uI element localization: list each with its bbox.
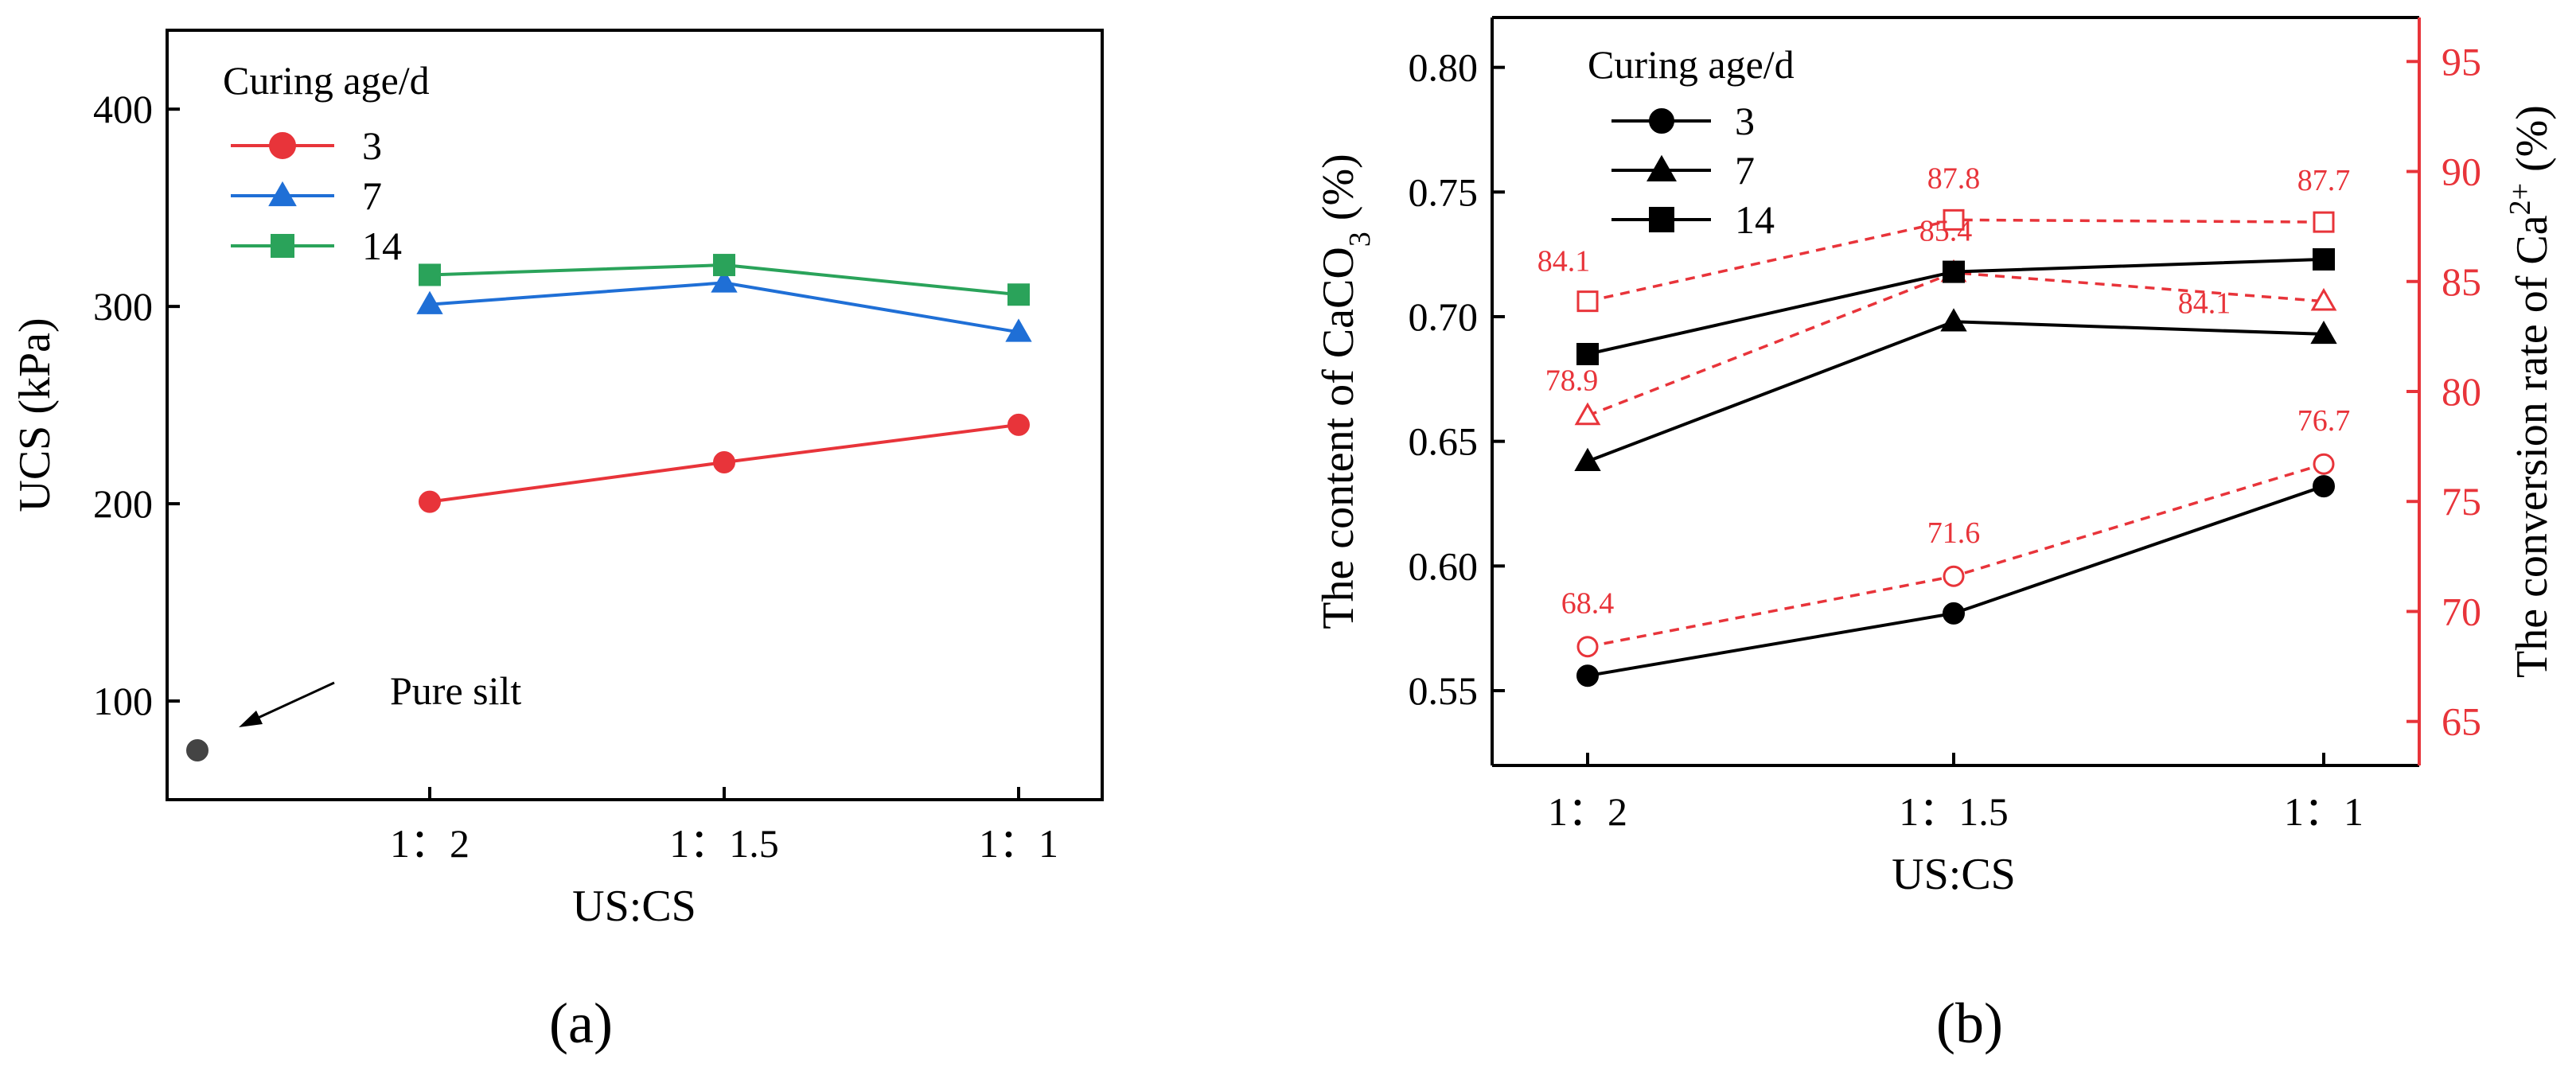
y2-axis-label: The conversion rate of Ca2+ (%) xyxy=(2504,105,2557,678)
y-tick-label: 200 xyxy=(93,481,153,526)
y-tick-label: 0.70 xyxy=(1409,294,1479,339)
data-point-7 xyxy=(1005,318,1032,342)
x-axis-label: US:CS xyxy=(1892,850,2016,899)
conversion-data-label: 78.9 xyxy=(1545,364,1599,397)
data-point-3 xyxy=(1576,664,1599,687)
conversion-data-label: 85.4 xyxy=(1919,215,1973,248)
conversion-point xyxy=(1576,290,1599,313)
conversion-point xyxy=(1943,208,1965,231)
y2-tick-label: 65 xyxy=(2442,699,2481,744)
x-axis-label: US:CS xyxy=(572,882,696,931)
legend-label-7: 7 xyxy=(1735,148,1755,193)
conversion-data-label: 71.6 xyxy=(1927,516,1981,550)
data-point-3 xyxy=(1943,602,1965,625)
legend-marker-14 xyxy=(1649,207,1674,232)
y2-tick-label: 80 xyxy=(2442,369,2481,414)
legend-label-3: 3 xyxy=(1735,99,1755,143)
legend-marker-3 xyxy=(1649,108,1674,134)
data-point-7 xyxy=(1940,308,1967,332)
x-tick-label: 1：1 xyxy=(2284,789,2364,834)
x-tick-label: 1：1.5 xyxy=(1899,789,2009,834)
legend-title: Curing age/d xyxy=(1588,42,1795,87)
x-tick-label: 1：2 xyxy=(1548,789,1627,834)
panel-a: 100 200 300 400 1：2 1：1.5 1：1 US:CS UCS (kPa) Pur… xyxy=(10,29,1104,931)
data-point-14 xyxy=(1943,260,1965,283)
y2-tick-label: 85 xyxy=(2442,259,2481,304)
panel-b-label: (b) xyxy=(1936,991,2003,1055)
data-point-7 xyxy=(416,290,443,314)
plot-frame xyxy=(166,29,1104,801)
data-point-14 xyxy=(419,263,441,286)
y-tick-label: 0.80 xyxy=(1409,45,1479,90)
pure-silt-arrowhead xyxy=(239,711,263,727)
data-point-3 xyxy=(713,451,735,474)
y-tick-label: 0.55 xyxy=(1409,668,1479,713)
data-point-7 xyxy=(711,269,738,293)
conversion-point xyxy=(1943,565,1965,587)
legend-label-3: 3 xyxy=(362,123,382,168)
conversion-data-label: 68.4 xyxy=(1561,587,1615,621)
conversion-point xyxy=(1576,636,1599,658)
y-axis-label: The content of CaCO3 (%) xyxy=(1314,154,1377,629)
legend-label-14: 14 xyxy=(362,224,402,268)
data-point-3 xyxy=(2313,475,2335,498)
y2-tick-label: 75 xyxy=(2442,479,2481,524)
x-tick-label: 1：1 xyxy=(979,821,1058,866)
x-tick-label: 1：1.5 xyxy=(669,821,779,866)
conversion-data-label: 87.8 xyxy=(1927,162,1981,195)
y2-tick-label: 95 xyxy=(2442,39,2481,84)
legend-marker-7 xyxy=(268,181,297,207)
conversion-data-label: 84.1 xyxy=(2178,287,2231,321)
conversion-point xyxy=(2313,211,2335,233)
y-tick-label: 0.60 xyxy=(1409,543,1479,588)
conversion-data-label: 84.1 xyxy=(1537,245,1591,278)
pure-silt-point xyxy=(186,739,208,762)
legend-marker-14 xyxy=(271,234,294,258)
data-point-14 xyxy=(2313,247,2335,271)
y-tick-label: 0.75 xyxy=(1409,169,1479,214)
panel-b: 0.55 0.60 0.65 0.70 0.75 0.80 65 70 75 80 85 90 95 1：… xyxy=(1314,16,2557,899)
conversion-point xyxy=(2310,287,2337,311)
conversion-data-label: 87.7 xyxy=(2297,164,2351,197)
data-point-14 xyxy=(713,254,735,277)
data-point-3 xyxy=(1007,413,1030,436)
legend-title: Curing age/d xyxy=(223,58,430,103)
legend-label-7: 7 xyxy=(362,173,382,218)
data-point-7 xyxy=(1574,447,1601,471)
y-tick-label: 300 xyxy=(93,284,153,329)
series-line-7 xyxy=(1587,320,2325,463)
y-tick-label: 400 xyxy=(93,87,153,131)
pure-silt-label: Pure silt xyxy=(390,668,521,713)
y2-tick-label: 90 xyxy=(2442,150,2481,194)
data-point-14 xyxy=(1576,343,1599,365)
x-tick-label: 1：2 xyxy=(390,821,470,866)
data-point-14 xyxy=(1007,283,1030,306)
y-tick-label: 100 xyxy=(93,679,153,723)
y2-tick-label: 70 xyxy=(2442,589,2481,633)
legend-label-14: 14 xyxy=(1735,197,1775,242)
conversion-point xyxy=(2313,453,2335,475)
conversion-data-label: 76.7 xyxy=(2297,404,2351,438)
y-axis-label: UCS (kPa) xyxy=(10,317,60,512)
legend-marker-3 xyxy=(269,132,296,159)
legend-marker-7 xyxy=(1647,154,1677,181)
data-point-7 xyxy=(2310,320,2337,345)
pure-silt-arrow xyxy=(252,681,335,722)
conversion-point xyxy=(1574,402,1601,426)
data-point-3 xyxy=(419,490,441,513)
y-tick-label: 0.65 xyxy=(1409,419,1479,464)
panel-a-label: (a) xyxy=(549,991,613,1055)
